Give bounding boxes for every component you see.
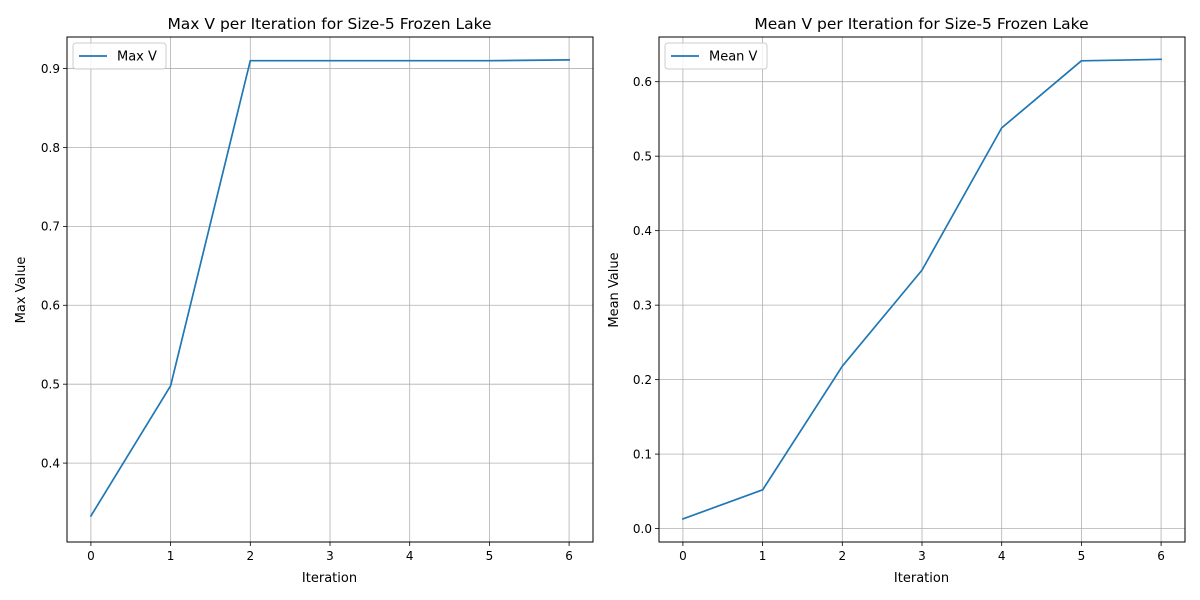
chart-title: Max V per Iteration for Size-5 Frozen La… [167, 15, 491, 33]
data-point [408, 59, 410, 61]
y-tick-label: 0.0 [633, 522, 652, 536]
legend-label-mean-v: Mean V [709, 50, 758, 65]
x-tick-label: 3 [326, 549, 334, 563]
x-tick-label: 4 [998, 549, 1006, 563]
data-point [841, 365, 843, 367]
x-tick-label: 3 [918, 549, 926, 563]
ticks: 0 1 2 3 4 5 6 0.4 0.5 0.6 0.7 0.8 0.9 [41, 62, 573, 563]
y-tick-label: 0.5 [41, 377, 60, 391]
legend-box [72, 42, 167, 70]
data-point [169, 385, 171, 387]
series-line [681, 58, 1162, 520]
ticks: 0 1 2 3 4 5 6 0.0 0.1 0.2 0.3 0.4 0.5 0.6 [633, 75, 1165, 563]
plot-frame [658, 36, 1186, 543]
y-axis-label: Max Value [14, 257, 29, 324]
y-tick-label: 0.1 [633, 447, 652, 461]
plot-frame [66, 36, 594, 543]
y-tick-label: 0.2 [633, 373, 652, 387]
data-point [921, 269, 923, 271]
x-tick-label: 4 [406, 549, 414, 563]
chart-title: Mean V per Iteration for Size-5 Frozen L… [754, 15, 1088, 33]
x-tick-label: 1 [167, 549, 175, 563]
y-axis-label: Mean Value [607, 252, 622, 327]
x-tick-label: 0 [87, 549, 95, 563]
data-point [488, 59, 490, 61]
x-tick-label: 5 [486, 549, 494, 563]
data-point [249, 59, 251, 61]
y-tick-label: 0.6 [41, 299, 60, 313]
series-line [89, 59, 570, 518]
legend-box [664, 42, 768, 70]
x-tick-label: 0 [679, 549, 687, 563]
y-tick-label: 0.9 [41, 62, 60, 76]
y-tick-label: 0.8 [41, 141, 60, 155]
grid [659, 37, 1185, 542]
x-axis-label: Iteration [302, 571, 357, 586]
x-tick-label: 5 [1078, 549, 1086, 563]
data-point [682, 518, 684, 520]
data-point [1000, 127, 1002, 129]
data-point [90, 515, 92, 517]
y-tick-label: 0.6 [633, 75, 652, 89]
grid [67, 37, 593, 542]
y-tick-label: 0.7 [41, 220, 60, 234]
series [681, 58, 1162, 520]
legend-label-max-v: Max V [117, 50, 157, 65]
x-tick-label: 6 [1157, 549, 1165, 563]
x-tick-label: 1 [759, 549, 767, 563]
y-tick-label: 0.5 [633, 149, 652, 163]
x-axis-label: Iteration [894, 571, 949, 586]
y-tick-label: 0.4 [41, 456, 60, 470]
data-point [1160, 58, 1162, 60]
y-tick-label: 0.3 [633, 298, 652, 312]
legend: Mean V [664, 42, 768, 70]
data-point [761, 489, 763, 491]
y-tick-label: 0.4 [633, 224, 652, 238]
data-point [568, 59, 570, 61]
legend: Max V [72, 42, 167, 70]
x-tick-label: 2 [838, 549, 846, 563]
series [89, 59, 570, 518]
x-tick-label: 6 [565, 549, 573, 563]
x-tick-label: 2 [246, 549, 254, 563]
mean-v-chart: Mean V per Iteration for Size-5 Frozen L… [607, 15, 1186, 586]
data-point [329, 59, 331, 61]
max-v-chart: Max V per Iteration for Size-5 Frozen La… [14, 15, 594, 586]
data-point [1080, 60, 1082, 62]
